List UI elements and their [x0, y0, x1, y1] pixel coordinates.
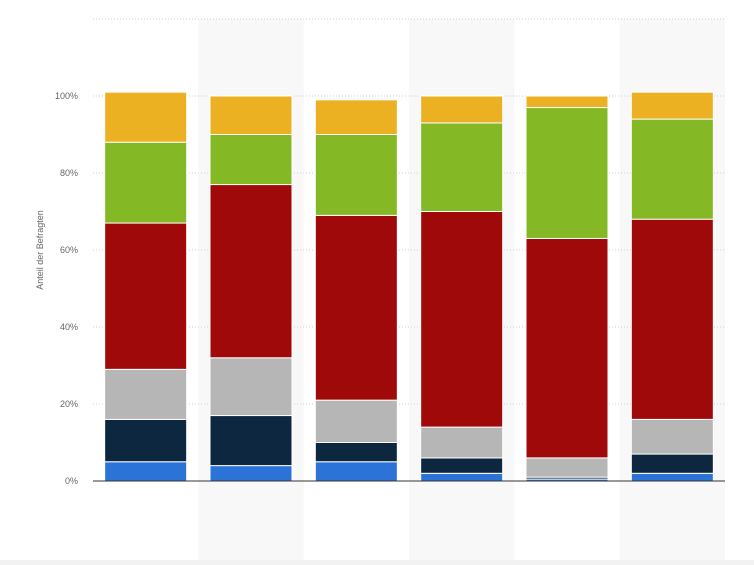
- bar-segment[interactable]: [314, 214, 398, 401]
- y-axis-ticks: 0% 20% 40% 60% 80% 100%: [55, 91, 78, 486]
- bar-segment[interactable]: [525, 107, 609, 239]
- bar-segment[interactable]: [420, 457, 504, 474]
- bar-segment[interactable]: [104, 418, 188, 463]
- bar-segment[interactable]: [314, 134, 398, 216]
- bar-segment[interactable]: [630, 218, 714, 420]
- y-tick-label: 40%: [60, 322, 78, 332]
- bars: [104, 91, 714, 482]
- bar-segment[interactable]: [104, 368, 188, 420]
- bar-segment[interactable]: [314, 99, 398, 135]
- bar-segment[interactable]: [209, 184, 293, 359]
- bar-segment[interactable]: [314, 442, 398, 463]
- gridlines: [93, 18, 725, 405]
- bar-segment[interactable]: [630, 91, 714, 120]
- bar-segment[interactable]: [209, 465, 293, 482]
- y-axis-label: Anteil der Befragten: [35, 210, 45, 290]
- bar-segment[interactable]: [209, 95, 293, 135]
- bar-segment[interactable]: [630, 118, 714, 220]
- bar-segment[interactable]: [630, 453, 714, 474]
- bar-segment[interactable]: [209, 357, 293, 417]
- y-tick-label: 100%: [55, 91, 78, 101]
- bar-segment[interactable]: [104, 91, 188, 143]
- bar-segment[interactable]: [314, 461, 398, 482]
- bar-segment[interactable]: [104, 141, 188, 224]
- bar-segment[interactable]: [420, 122, 504, 212]
- bar-segment[interactable]: [104, 461, 188, 482]
- bar-segment[interactable]: [104, 222, 188, 370]
- bar-segment[interactable]: [420, 426, 504, 459]
- y-tick-label: 80%: [60, 168, 78, 178]
- y-tick-label: 20%: [60, 399, 78, 409]
- bar-segment[interactable]: [525, 457, 609, 478]
- bar-segment[interactable]: [209, 415, 293, 467]
- bar-segment[interactable]: [209, 134, 293, 186]
- bar-segment[interactable]: [420, 211, 504, 428]
- bar-segment[interactable]: [630, 418, 714, 455]
- bar-segment[interactable]: [314, 399, 398, 443]
- bar-segment[interactable]: [630, 472, 714, 482]
- y-tick-label: 60%: [60, 245, 78, 255]
- bar-segment[interactable]: [420, 472, 504, 482]
- bar-segment[interactable]: [525, 237, 609, 459]
- bar-segment[interactable]: [525, 95, 609, 109]
- y-tick-label: 0%: [65, 476, 78, 486]
- bar-segment[interactable]: [420, 95, 504, 124]
